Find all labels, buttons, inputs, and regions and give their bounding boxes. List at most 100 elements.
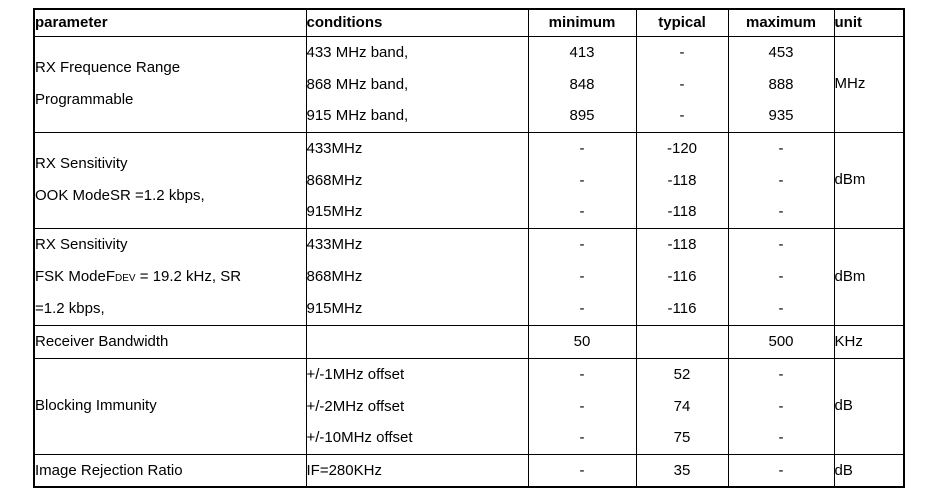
condition-cell: 868MHz	[305, 164, 529, 196]
table-row: 868MHz - -118 -	[34, 164, 904, 196]
table-row: RX Sensitivity OOK ModeSR =1.2 kbps, 433…	[33, 131, 905, 228]
condition-cell: IF=280KHz	[305, 453, 529, 487]
minimum-cell: -	[527, 422, 637, 454]
parameter-cell: RX Sensitivity OOK ModeSR =1.2 kbps,	[33, 131, 307, 228]
header-unit: unit	[833, 9, 905, 36]
table-row: 915 MHz band, 895 - 935	[34, 100, 904, 132]
maximum-cell: -	[727, 422, 835, 454]
table-row: Receiver Bandwidth 50 500 KHz	[33, 324, 905, 358]
minimum-cell: -	[527, 453, 637, 487]
typical-cell: -116	[635, 260, 729, 293]
group-rx-frequency-range: RX Frequence Range Programmable 433 MHz …	[33, 35, 905, 132]
minimum-cell: -	[527, 357, 637, 390]
parameter-line: RX Sensitivity	[35, 155, 128, 172]
minimum-cell: -	[527, 227, 637, 261]
minimum-cell: 895	[527, 100, 637, 132]
header-row: parameter conditions minimum typical max…	[33, 9, 905, 36]
parameter-cell: Blocking Immunity	[33, 357, 307, 454]
condition-cell: 868 MHz band,	[305, 68, 529, 100]
maximum-cell: -	[727, 131, 835, 164]
unit-cell: dBm	[833, 227, 905, 325]
condition-cell: 868MHz	[305, 260, 529, 293]
header-minimum: minimum	[527, 9, 637, 36]
typical-cell: 52	[635, 357, 729, 390]
typical-cell: -118	[635, 196, 729, 228]
parameter-cell: RX Frequence Range Programmable	[33, 35, 307, 132]
condition-cell: +/-1MHz offset	[305, 357, 529, 390]
maximum-cell: -	[727, 292, 835, 325]
unit-value: dB	[834, 397, 853, 414]
maximum-cell: -	[727, 453, 835, 487]
maximum-cell: 935	[727, 100, 835, 132]
typical-cell: -	[635, 35, 729, 68]
unit-cell: KHz	[833, 324, 905, 358]
header-parameter: parameter	[33, 9, 307, 36]
parameter-line: RX Sensitivity	[35, 235, 128, 253]
minimum-cell: -	[527, 292, 637, 325]
unit-value: dBm	[834, 267, 866, 285]
parameter-line: OOK ModeSR =1.2 kbps,	[35, 187, 205, 204]
maximum-cell: -	[727, 164, 835, 196]
typical-cell	[635, 324, 729, 358]
maximum-cell: -	[727, 227, 835, 261]
unit-value: MHz	[834, 75, 866, 92]
condition-cell	[305, 324, 529, 358]
fdev-subscript: DEV	[115, 272, 136, 284]
maximum-cell: -	[727, 390, 835, 422]
maximum-cell: 500	[727, 324, 835, 358]
group-blocking-immunity: Blocking Immunity +/-1MHz offset - 52 - …	[33, 357, 905, 454]
maximum-cell: -	[727, 196, 835, 228]
typical-cell: -116	[635, 292, 729, 325]
condition-cell: 433MHz	[305, 227, 529, 261]
typical-cell: -118	[635, 227, 729, 261]
group-rx-sensitivity-ook: RX Sensitivity OOK ModeSR =1.2 kbps, 433…	[33, 131, 905, 228]
table-row: 915MHz - -116 -	[34, 292, 904, 325]
minimum-cell: -	[527, 164, 637, 196]
parameter-cell: Image Rejection Ratio	[33, 453, 307, 487]
maximum-cell: -	[727, 357, 835, 390]
table-row: RX Sensitivity FSK ModeFDEV = 19.2 kHz, …	[33, 227, 905, 325]
typical-cell: -	[635, 68, 729, 100]
parameter-line: RX Frequence Range	[35, 59, 181, 76]
minimum-cell: 413	[527, 35, 637, 68]
unit-cell: MHz	[833, 35, 905, 132]
header-conditions: conditions	[305, 9, 529, 36]
typical-cell: 74	[635, 390, 729, 422]
parameter-cell: RX Sensitivity FSK ModeFDEV = 19.2 kHz, …	[33, 227, 307, 325]
table-row: 868 MHz band, 848 - 888	[34, 68, 904, 100]
parameter-cell: Receiver Bandwidth	[33, 324, 307, 358]
maximum-cell: 453	[727, 35, 835, 68]
typical-cell: 75	[635, 422, 729, 454]
parameter-line: FSK ModeFDEV = 19.2 kHz, SR	[35, 267, 242, 285]
table-row: +/-2MHz offset - 74 -	[34, 390, 904, 422]
condition-cell: 915MHz	[305, 292, 529, 325]
table-row: RX Frequence Range Programmable 433 MHz …	[33, 35, 905, 132]
unit-cell: dB	[833, 357, 905, 454]
row-image-rejection-ratio: Image Rejection Ratio IF=280KHz - 35 - d…	[33, 453, 905, 487]
condition-cell: 433 MHz band,	[305, 35, 529, 68]
maximum-cell: 888	[727, 68, 835, 100]
typical-cell: 35	[635, 453, 729, 487]
parameter-line: =1.2 kbps,	[35, 299, 105, 317]
header-typical: typical	[635, 9, 729, 36]
typical-cell: -	[635, 100, 729, 132]
header-maximum: maximum	[727, 9, 835, 36]
minimum-cell: -	[527, 131, 637, 164]
table-row: 915MHz - -118 -	[34, 196, 904, 228]
table-row: Image Rejection Ratio IF=280KHz - 35 - d…	[33, 453, 905, 487]
parameter-line: Blocking Immunity	[35, 397, 157, 414]
unit-cell: dB	[833, 453, 905, 487]
unit-cell: dBm	[833, 131, 905, 228]
row-receiver-bandwidth: Receiver Bandwidth 50 500 KHz	[33, 324, 905, 358]
table-row: 868MHz - -116 -	[34, 260, 904, 293]
rf-spec-table: parameter conditions minimum typical max…	[33, 8, 905, 488]
minimum-cell: 50	[527, 324, 637, 358]
group-rx-sensitivity-fsk: RX Sensitivity FSK ModeFDEV = 19.2 kHz, …	[33, 227, 905, 325]
maximum-cell: -	[727, 260, 835, 293]
parameter-line: Programmable	[35, 91, 134, 108]
condition-cell: +/-10MHz offset	[305, 422, 529, 454]
minimum-cell: -	[527, 390, 637, 422]
condition-cell: +/-2MHz offset	[305, 390, 529, 422]
condition-cell: 433MHz	[305, 131, 529, 164]
